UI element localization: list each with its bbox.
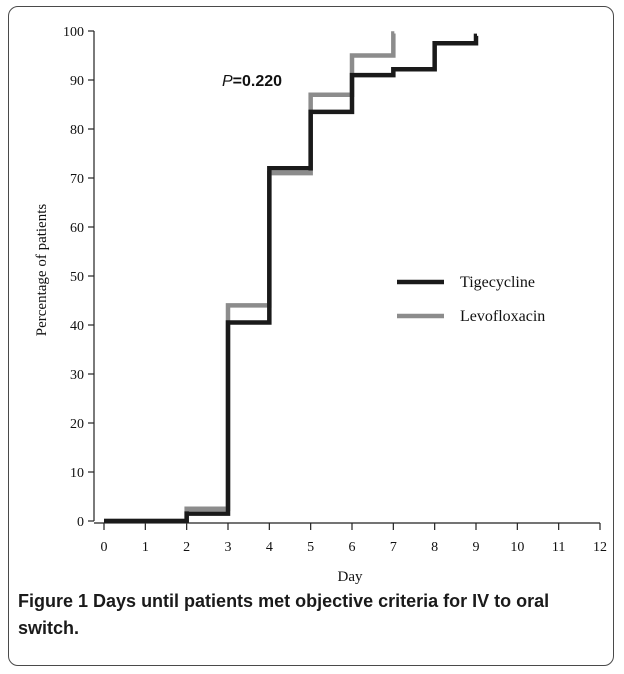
x-tick-label: 12	[593, 540, 607, 555]
x-tick-label: 1	[142, 540, 149, 555]
y-tick-label: 30	[70, 368, 84, 383]
y-tick-label: 20	[70, 417, 84, 432]
p-value-prefix: P	[222, 73, 233, 90]
x-tick-label: 11	[552, 540, 565, 555]
series-tigecycline-line	[104, 33, 479, 524]
x-tick-label: 4	[266, 540, 273, 555]
y-tick-label: 100	[63, 25, 84, 40]
y-tick-label: 50	[70, 270, 84, 285]
legend-label: Levofloxacin	[460, 308, 545, 325]
y-tick-label: 70	[70, 172, 84, 187]
caption-label: Figure 1	[18, 591, 89, 611]
x-tick-label: 2	[183, 540, 190, 555]
x-tick-label: 7	[390, 540, 397, 555]
y-tick-label: 10	[70, 466, 84, 481]
x-tick-label: 5	[307, 540, 314, 555]
x-tick-label: 10	[510, 540, 524, 555]
x-tick-label: 8	[431, 540, 438, 555]
y-tick-label: 40	[70, 319, 84, 334]
caption-text: Days until patients met objective criter…	[18, 591, 550, 638]
x-axis-label: Day	[338, 569, 363, 585]
x-tick-label: 3	[225, 540, 232, 555]
series-layer	[104, 31, 479, 524]
y-tick-label: 90	[70, 74, 84, 89]
y-tick-label: 60	[70, 221, 84, 236]
x-tick-label: 0	[101, 540, 108, 555]
p-value-value: =0.220	[233, 73, 282, 90]
x-tick-label: 6	[349, 540, 356, 555]
y-axis-label: Percentage of patients	[34, 204, 50, 337]
series-levofloxacin-line	[104, 31, 396, 524]
y-tick-label: 80	[70, 123, 84, 138]
p-value-annotation: P=0.220	[222, 73, 282, 90]
legend-label: Tigecycline	[460, 274, 535, 291]
legend: Tigecycline Levofloxacin	[397, 274, 545, 325]
x-tick-label: 9	[473, 540, 480, 555]
figure-caption: Figure 1 Days until patients met objecti…	[18, 588, 604, 642]
y-tick-label: 0	[77, 515, 84, 530]
